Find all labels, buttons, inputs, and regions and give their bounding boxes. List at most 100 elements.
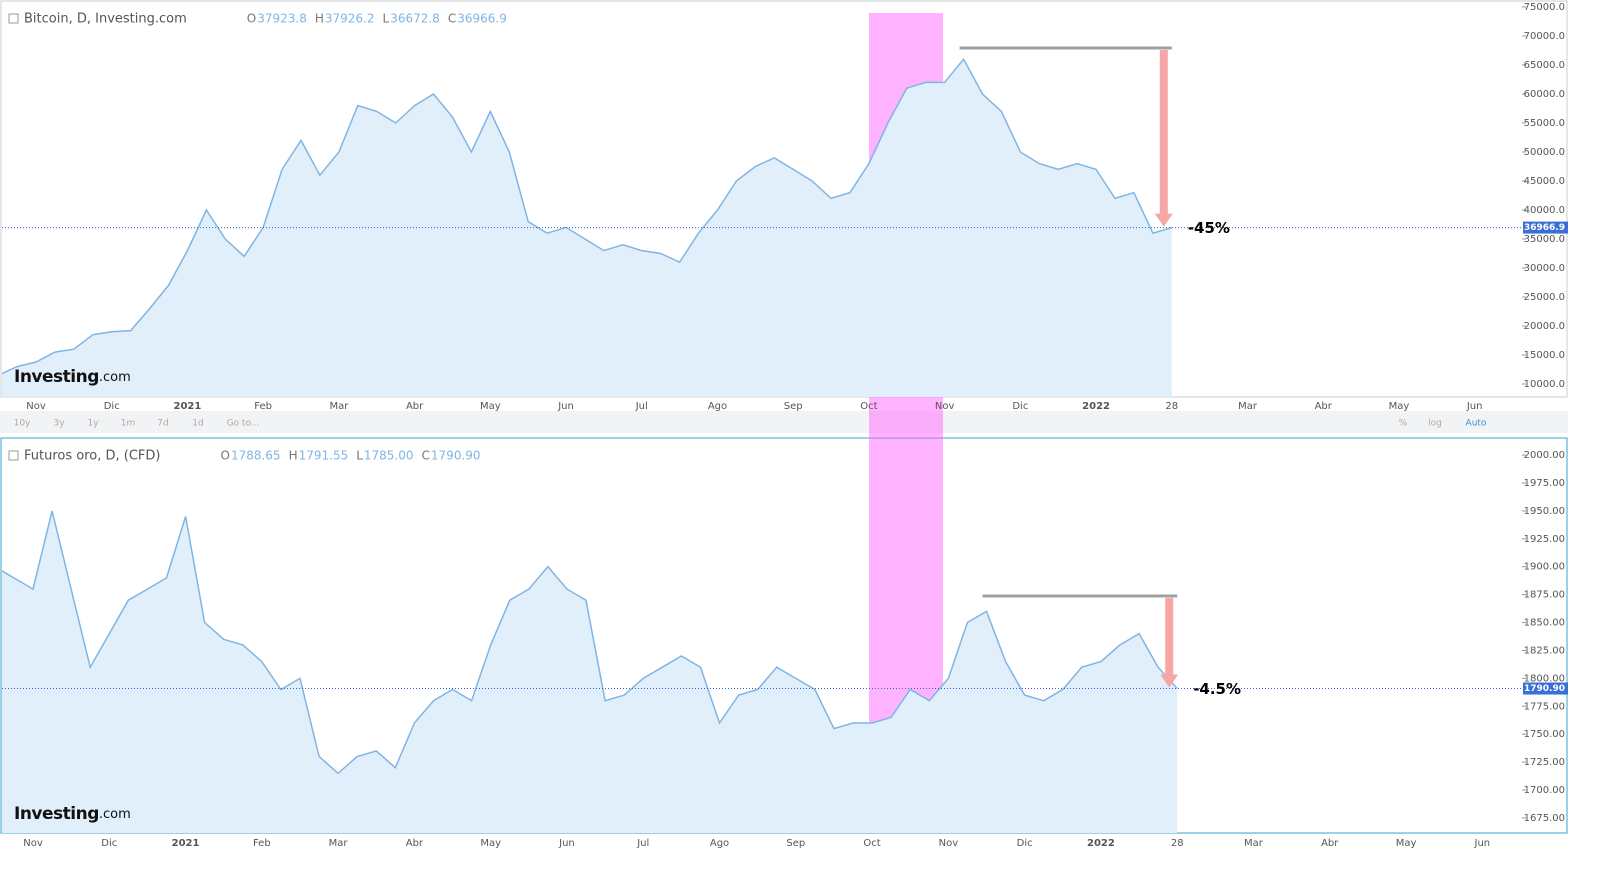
y-tick-label: 55000.0 [1524,118,1565,129]
x-tick-label: Jun [1466,401,1483,412]
ohlc-value: 1788.65 [231,449,281,463]
range-button[interactable]: 1m [121,419,136,429]
ohlc-value: 36672.8 [390,12,440,26]
x-tick-label: Sep [786,838,805,849]
y-tick-label: 30000.0 [1524,263,1565,274]
x-tick-label: Jun [1474,838,1491,849]
x-tick-label: Abr [406,401,424,412]
logo-suffix: .com [99,807,131,822]
y-tick-label: 65000.0 [1524,60,1565,71]
plot [2,57,1173,397]
x-tick-label: Nov [26,401,46,412]
x-tick-label: 28 [1171,838,1184,849]
collapse-icon [8,450,19,461]
y-tick-label: 1900.00 [1524,562,1565,573]
y-tick-label: 1800.00 [1524,673,1565,684]
price-tag [1523,682,1568,695]
y-tick-label: 40000.0 [1524,205,1565,216]
logo-suffix: .com [99,370,131,385]
area-fill [2,59,1172,397]
ohlc-name: C [448,12,456,26]
y-tick-label: 1875.00 [1524,590,1565,601]
y-tick-label: 1750.00 [1524,729,1565,740]
x-tick-label: Abr [406,838,424,849]
y-tick-label: 1775.00 [1524,701,1565,712]
x-tick-label: 2022 [1087,838,1115,849]
x-tick-label: Dic [104,401,120,412]
range-button[interactable]: 3y [53,419,65,429]
x-tick-label: Mar [1244,838,1264,849]
x-tick-label: Nov [939,838,959,849]
x-tick-label: Dic [101,838,117,849]
x-tick-label: Jul [636,838,649,849]
y-tick-label: 50000.0 [1524,147,1565,158]
drop-arrow-head [1154,213,1173,227]
x-tick-label: Feb [253,838,271,849]
y-tick-label: 1700.00 [1524,785,1565,796]
range-button[interactable]: 1y [87,419,99,429]
x-tick-label: Ago [710,838,729,849]
y-tick-label: 1725.00 [1524,757,1565,768]
x-tick-label: 2021 [172,838,200,849]
y-tick-label: 1950.00 [1524,506,1565,517]
annotation: -4.5% [1193,680,1241,698]
ohlc-name: O [220,449,229,463]
y-tick-label: 1850.00 [1524,618,1565,629]
y-tick-label: 60000.0 [1524,89,1565,100]
range-button[interactable]: 7d [157,419,168,429]
x-tick-label: Feb [254,401,272,412]
drop-arrow-head [1160,674,1179,688]
plot [2,510,1178,833]
ohlc-name: H [289,449,298,463]
x-tick-label: May [480,838,501,849]
y-tick-label: 70000.0 [1524,31,1565,42]
range-button[interactable]: 10y [14,419,31,429]
x-tick-label: Abr [1321,838,1339,849]
y-tick-label: 35000.0 [1524,234,1565,245]
price-tag-label: 36966.9 [1524,223,1565,233]
option-button[interactable]: % [1399,419,1408,429]
option-button[interactable]: log [1428,419,1442,429]
ohlc-name: H [315,12,324,26]
x-tick-label: Nov [935,401,955,412]
logo: Investing.com [14,804,131,824]
logo: Investing.com [14,367,131,387]
x-tick-label: Ago [708,401,727,412]
toolbar [0,411,1568,433]
ohlc-value: 1790.90 [431,449,481,463]
x-tick-label: Abr [1315,401,1333,412]
y-tick-label: 1825.00 [1524,645,1565,656]
range-button[interactable]: 1d [192,419,203,429]
y-tick-label: 20000.0 [1524,321,1565,332]
y-tick-label: 45000.0 [1524,176,1565,187]
chart-title: Futuros oro, D, (CFD) [24,449,160,464]
ohlc-value: 37926.2 [325,12,375,26]
ohlc-name: C [422,449,430,463]
x-tick-label: Oct [863,838,880,849]
y-tick-label: 1975.00 [1524,478,1565,489]
x-tick-label: Sep [784,401,803,412]
x-tick-label: Jun [557,401,574,412]
y-tick-label: 2000.00 [1524,450,1565,461]
x-tick-label: Mar [1238,401,1258,412]
y-tick-label: 10000.0 [1524,379,1565,390]
ohlc-value: 36966.9 [457,12,507,26]
logo-main: Investing [14,367,99,387]
y-tick-label: 1925.00 [1524,534,1565,545]
logo-main: Investing [14,804,99,824]
ohlc-name: L [356,449,363,463]
range-button[interactable]: Go to... [227,419,260,429]
x-tick-label: May [480,401,501,412]
x-tick-label: Oct [860,401,877,412]
y-tick-label: 1675.00 [1524,813,1565,824]
x-tick-label: Nov [23,838,43,849]
ohlc-name: O [247,12,256,26]
option-button[interactable]: Auto [1466,419,1487,429]
x-tick-label: Mar [329,401,349,412]
area-fill [2,510,1178,833]
x-tick-label: 28 [1165,401,1178,412]
x-tick-label: Jun [558,838,575,849]
x-tick-label: Dic [1012,401,1028,412]
x-tick-label: May [1389,401,1410,412]
